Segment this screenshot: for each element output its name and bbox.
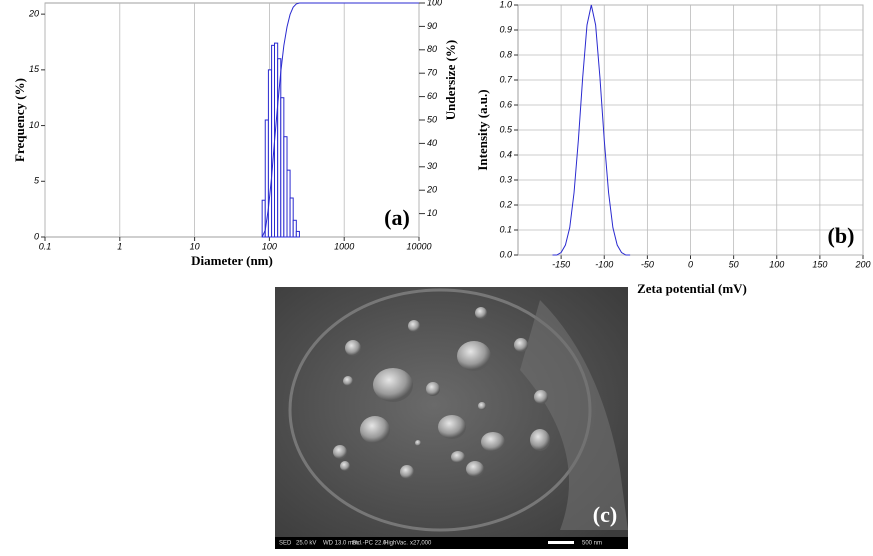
sem-droplets	[333, 307, 550, 479]
chart-panel: 0.1 1 10 100 1000 10000 0 5 10 15 20 10 20 30 40 50 60 70…	[12, 0, 458, 268]
y-tick-label: 0.3	[499, 174, 512, 184]
x-tick-label: 50	[729, 259, 739, 269]
y-tick-label: 0.0	[499, 249, 512, 259]
y-tick-label: 0.7	[499, 74, 513, 84]
y2-tick-label: 50	[427, 114, 437, 124]
y-tick-label: 15	[29, 64, 40, 74]
sem-texture	[520, 300, 628, 530]
x-tick-label: 10000	[406, 241, 431, 251]
x-tick-label: 150	[812, 259, 827, 269]
y2-tick-label: 80	[427, 44, 437, 54]
sem-info-text: Std.-PC 22.0	[352, 541, 387, 547]
x-tick-label: 200	[854, 259, 870, 269]
x-tick-label: 100	[769, 259, 784, 269]
sem-scale-bar	[548, 541, 574, 544]
x-axis-label: Zeta potential (mV)	[637, 281, 747, 296]
y2-tick-label: 100	[427, 0, 442, 7]
sem-info-text: 25.0 kV	[296, 541, 316, 547]
y-tick-label: 10	[29, 120, 39, 130]
sem-info-text: x27,000	[410, 541, 432, 547]
x-tick-label: 100	[262, 241, 277, 251]
x-tick-label: 1000	[334, 241, 354, 251]
panel-label: (b)	[828, 223, 855, 248]
y-tick-label: 20	[28, 9, 39, 19]
y-tick-label: 1.0	[499, 0, 512, 9]
sem-info-text: HighVac.	[384, 541, 408, 547]
y-tick-label: 0	[34, 231, 39, 241]
y-tick-label: 0.9	[499, 24, 512, 34]
y-tick-label: 5	[34, 176, 40, 186]
sem-info-text: WD 13.0 mm	[323, 541, 358, 547]
y-tick-label: 0.8	[499, 49, 512, 59]
y-tick-label: 0.4	[499, 149, 512, 159]
plot-area	[44, 2, 420, 238]
x-tick-label: -150	[552, 259, 570, 269]
bar	[295, 230, 300, 238]
y-tick-label: 0.1	[499, 224, 512, 234]
y-tick-label: 0.5	[499, 124, 513, 134]
y2-tick-label: 10	[427, 208, 437, 218]
panel-label: (a)	[384, 205, 410, 230]
y2-tick-label: 40	[427, 138, 437, 148]
sem-info-text: 500 nm	[582, 541, 602, 547]
y2-tick-label: 70	[427, 68, 437, 78]
x-tick-label: -100	[595, 259, 613, 269]
chart-panel: -150 -100 -50 0 50 100 150 200 0.0 0.1 0.2 0.3 0.4 0.…	[475, 0, 871, 296]
sem-info-text: SED	[279, 541, 292, 547]
y2-tick-label: 30	[427, 161, 437, 171]
x-tick-label: 0	[688, 259, 693, 269]
y2-tick-label: 20	[426, 185, 437, 195]
x-tick-label: -50	[641, 259, 654, 269]
panel-label: (c)	[593, 502, 617, 527]
sem-info-bar	[275, 537, 628, 549]
data-line	[552, 4, 631, 256]
sem-image: (c)	[275, 287, 628, 549]
cumulative-line	[261, 2, 419, 238]
y-axis-label: Intensity (a.u.)	[475, 89, 490, 170]
x-tick-label: 1	[117, 241, 122, 251]
y2-tick-label: 90	[427, 21, 437, 31]
y-tick-label: 0.2	[499, 199, 512, 209]
bar	[289, 197, 294, 238]
x-axis-label: Diameter (nm)	[191, 253, 273, 268]
bar	[292, 219, 297, 238]
y2-axis-label: Undersize (%)	[443, 40, 458, 121]
y-axis-label: Frequency (%)	[12, 78, 27, 162]
x-tick-label: 0.1	[39, 241, 52, 251]
y-tick-label: 0.6	[499, 99, 512, 109]
x-tick-label: 10	[190, 241, 200, 251]
y2-tick-label: 60	[427, 91, 437, 101]
